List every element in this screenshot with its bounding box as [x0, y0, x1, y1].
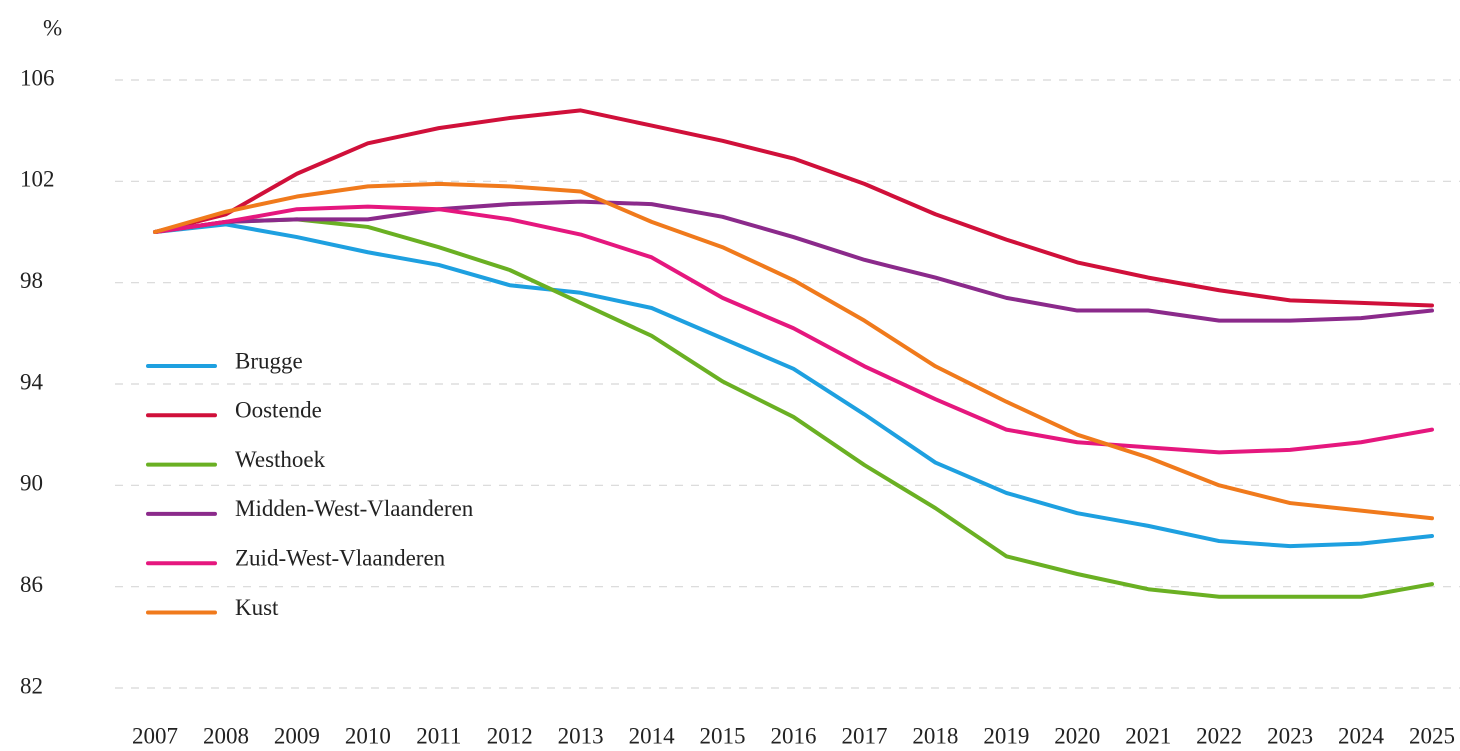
x-tick-label: 2013 [558, 723, 604, 748]
y-tick-label: 90 [20, 471, 43, 496]
y-unit: % [43, 15, 62, 40]
x-tick-label: 2014 [629, 723, 676, 748]
series-line [153, 204, 1434, 455]
legend-label: Kust [235, 595, 279, 620]
y-tick-label: 102 [20, 167, 55, 192]
x-tick-label: 2010 [345, 723, 391, 748]
y-tick-label: 86 [20, 572, 43, 597]
y-tick-label: 94 [20, 369, 44, 394]
series-line [153, 217, 1434, 599]
x-tick-label: 2011 [416, 723, 461, 748]
y-tick-label: 98 [20, 268, 43, 293]
legend-label: Westhoek [235, 447, 326, 472]
x-tick-label: 2025 [1409, 723, 1455, 748]
legend-label: Midden-West-Vlaanderen [235, 496, 474, 521]
x-tick-label: 2023 [1267, 723, 1313, 748]
x-tick-label: 2016 [771, 723, 817, 748]
x-tick-label: 2019 [983, 723, 1029, 748]
y-tick-label: 82 [20, 673, 43, 698]
x-tick-label: 2017 [841, 723, 887, 748]
x-tick-label: 2007 [132, 723, 178, 748]
x-tick-label: 2024 [1338, 723, 1385, 748]
x-tick-label: 2021 [1125, 723, 1171, 748]
x-tick-label: 2009 [274, 723, 320, 748]
x-tick-label: 2015 [700, 723, 746, 748]
x-tick-label: 2008 [203, 723, 249, 748]
x-tick-label: 2012 [487, 723, 533, 748]
series-line [153, 181, 1434, 521]
legend-label: Zuid-West-Vlaanderen [235, 545, 446, 570]
legend-label: Brugge [235, 348, 303, 373]
series-line [153, 222, 1434, 549]
x-tick-label: 2020 [1054, 723, 1100, 748]
series-line [153, 199, 1434, 323]
y-tick-label: 106 [20, 65, 55, 90]
x-tick-label: 2018 [912, 723, 958, 748]
x-tick-label: 2022 [1196, 723, 1242, 748]
series-line [153, 108, 1434, 308]
legend-label: Oostende [235, 398, 322, 423]
